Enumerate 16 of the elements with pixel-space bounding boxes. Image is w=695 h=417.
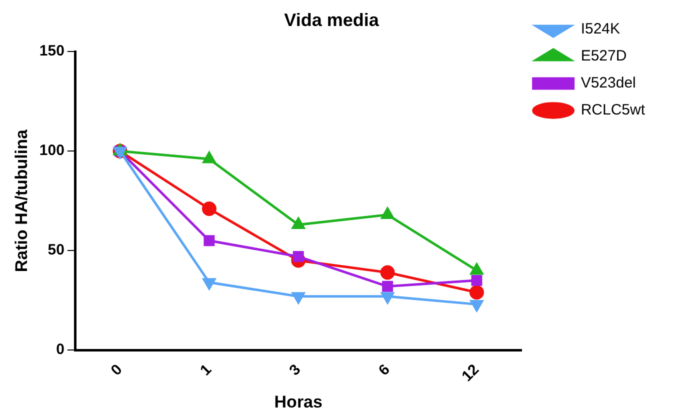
x-tick-label: 3 <box>286 361 304 380</box>
y-tick-label: 100 <box>39 142 64 160</box>
legend-label: V523del <box>580 74 636 92</box>
legend-label: RCLC5wt <box>580 102 646 119</box>
chart-title: Vida media <box>284 10 380 30</box>
x-tick-label: 1 <box>197 361 215 380</box>
x-tick-label: 12 <box>458 361 482 385</box>
legend-label: I524K <box>580 20 620 38</box>
x-tick-label: 6 <box>375 361 394 380</box>
y-tick-label: 0 <box>56 341 64 358</box>
x-axis-title: Horas <box>274 392 322 412</box>
x-tick-label: 0 <box>108 361 126 380</box>
y-tick-label: 50 <box>48 242 64 259</box>
y-tick-label: 150 <box>39 42 64 60</box>
legend-label: E527D <box>580 48 627 65</box>
y-axis-title: Ratio HA/tubulina <box>12 128 31 272</box>
